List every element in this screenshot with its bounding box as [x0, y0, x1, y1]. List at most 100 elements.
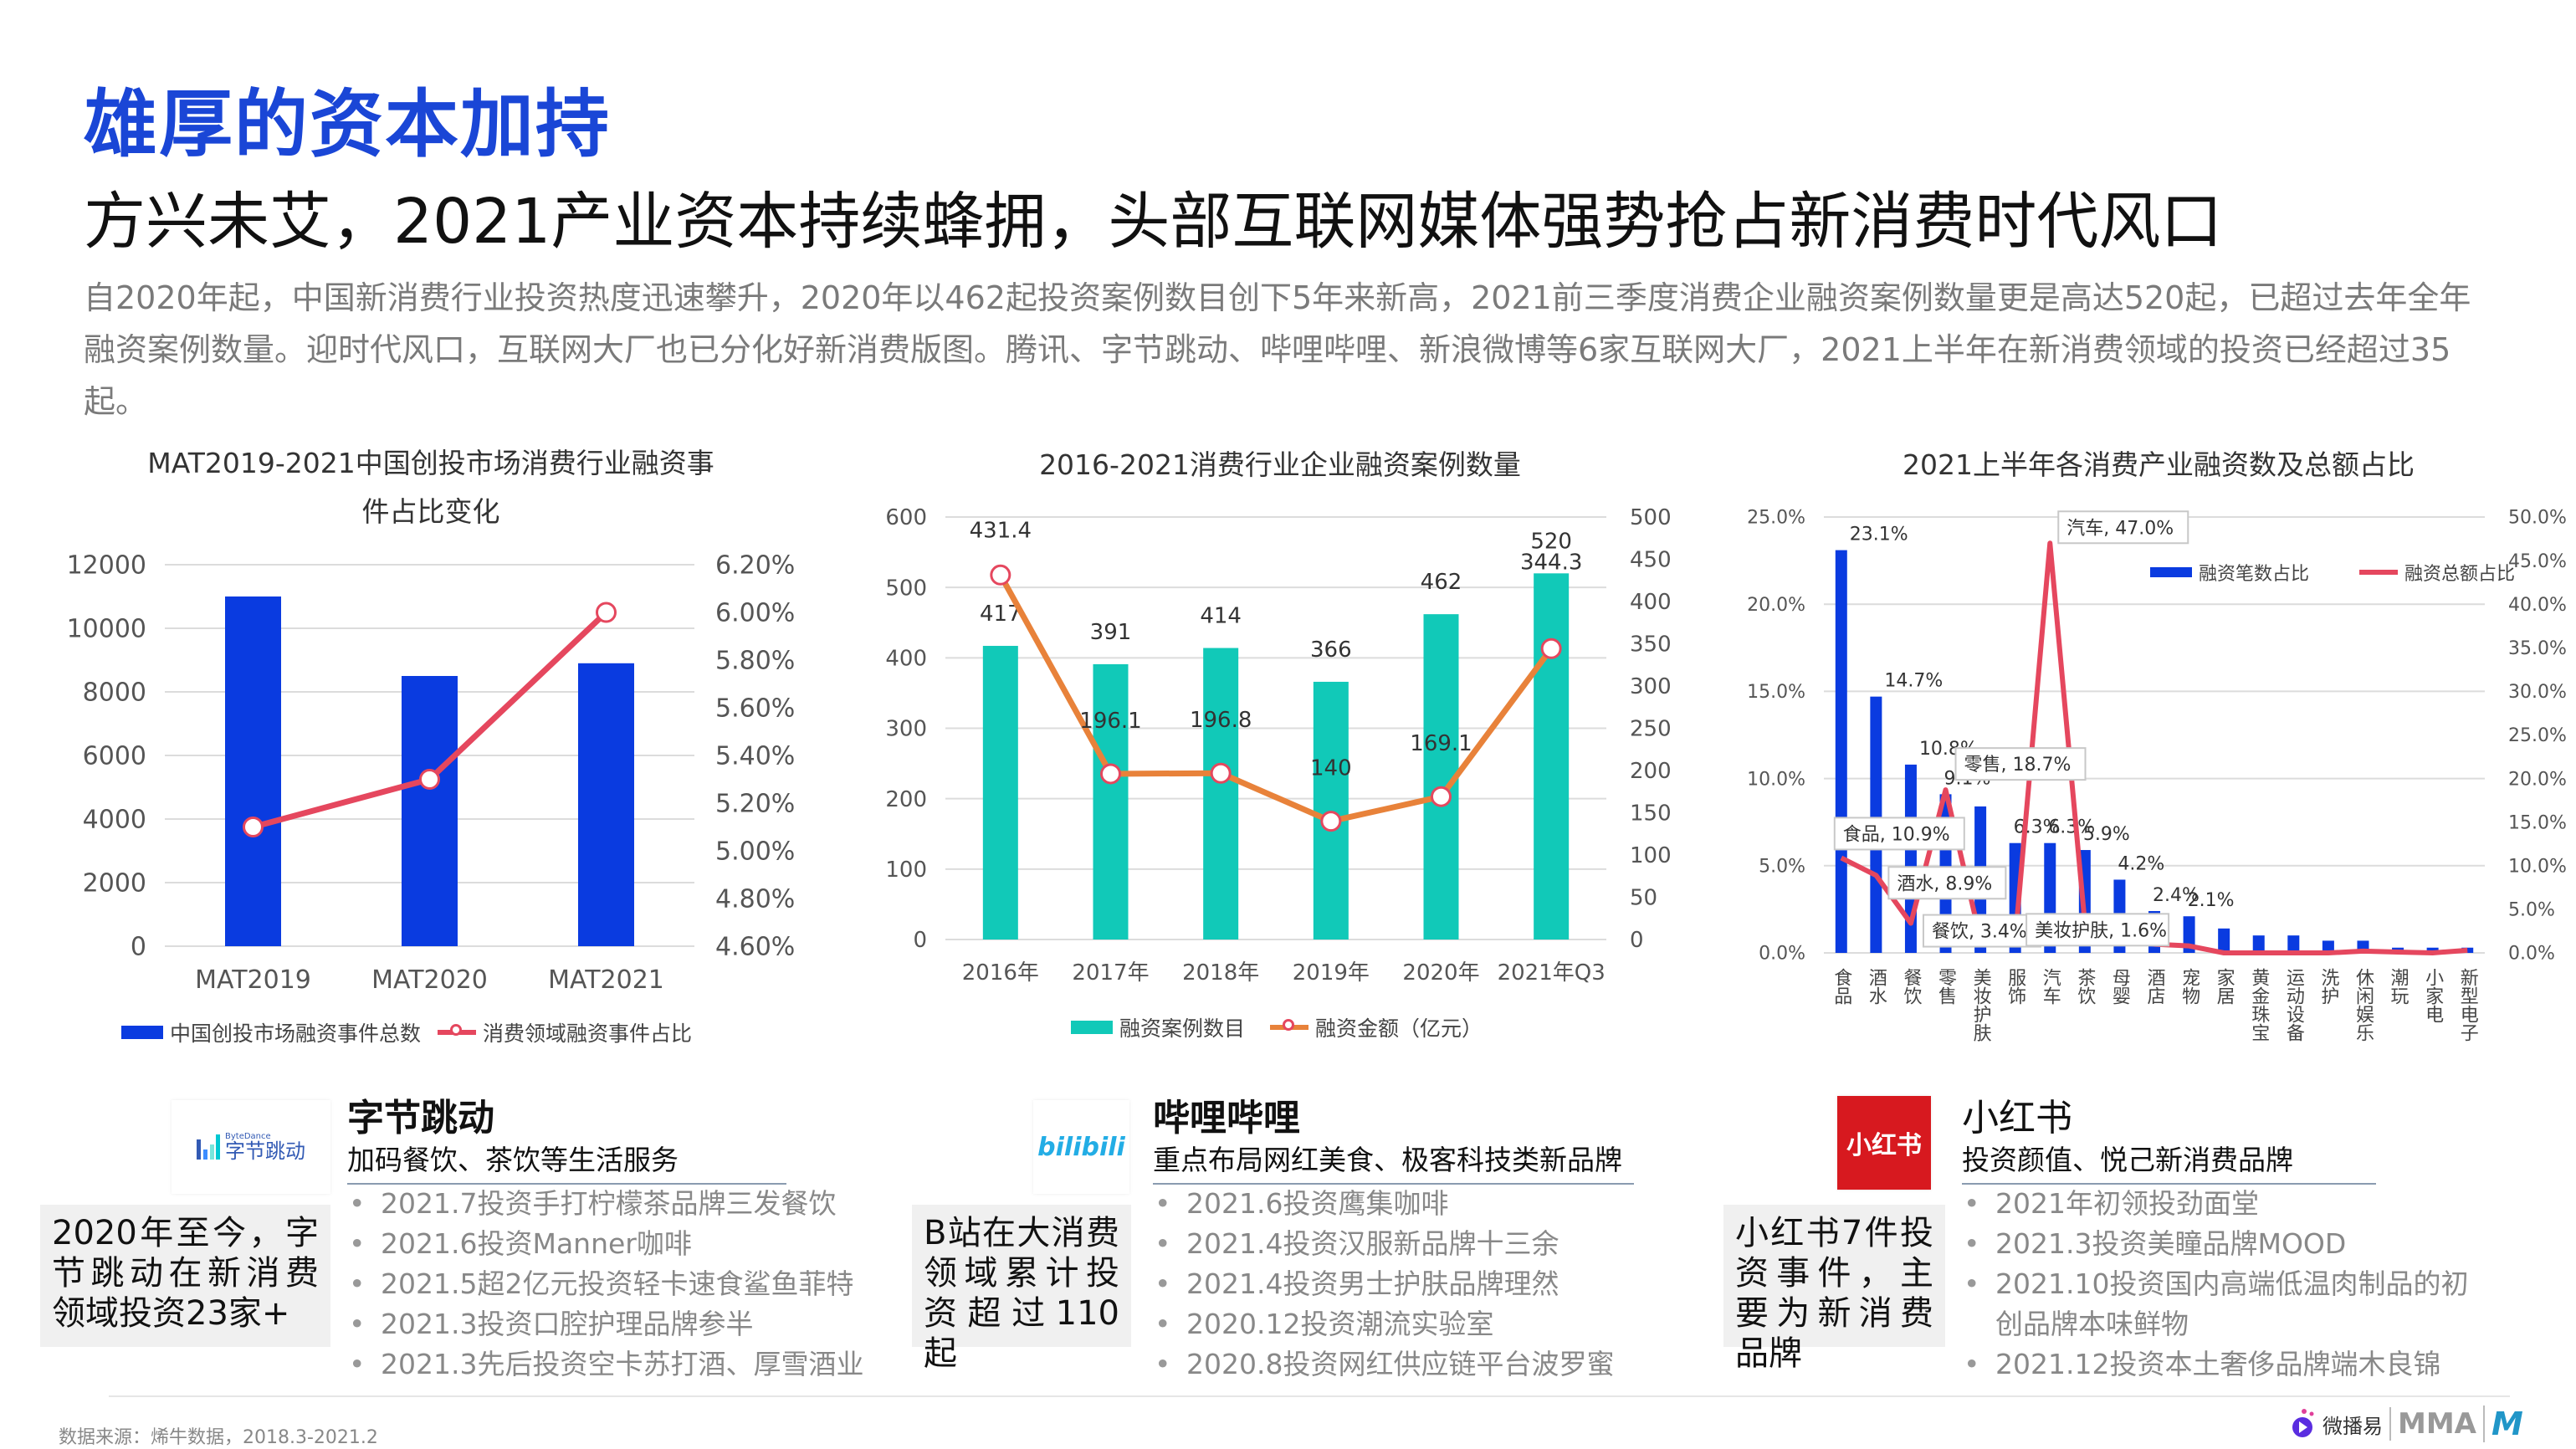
x-tick-label: 潮玩 — [2388, 968, 2410, 1005]
list-item: 2021.5超2亿元投资轻卡速食鲨鱼菲特 — [347, 1264, 883, 1304]
bar-data-label: 366 — [1310, 637, 1352, 663]
legend-bar-swatch — [121, 1026, 163, 1039]
y2-tick-label: 250 — [1630, 717, 1672, 742]
bar-data-label: 2.1% — [2188, 890, 2235, 911]
list-item: 2021.10投资国内高端低温肉制品的初创品牌本味鲜物 — [1962, 1264, 2481, 1344]
data-source: 数据来源：烯牛数据，2018.3-2021.2 — [59, 1427, 378, 1448]
page-subtitle: 方兴未艾，2021产业资本持续蜂拥，头部互联网媒体强势抢占新消费时代风口 — [84, 186, 2223, 258]
company-bullets: 2021年初领投劲面堂 2021.3投资美瞳品牌MOOD 2021.10投资国内… — [1962, 1184, 2481, 1385]
y2-tick-label: 200 — [1630, 759, 1672, 784]
y-tick-label: 200 — [885, 787, 927, 812]
brand-weiboyi: 微播易 — [2322, 1414, 2383, 1438]
callout-label: 餐饮, 3.4% — [1932, 922, 2027, 943]
y2-tick-label: 350 — [1630, 632, 1672, 658]
legend-label: 融资金额（亿元） — [1315, 1016, 1483, 1041]
line-marker — [243, 817, 264, 837]
y2-tick-label: 400 — [1630, 590, 1672, 615]
x-tick-label: 2017年 — [1072, 960, 1149, 986]
y2-tick-label: 500 — [1630, 505, 1672, 530]
bar — [1534, 573, 1570, 940]
bar — [1904, 764, 1917, 953]
x-tick-label: 小家电 — [2422, 968, 2444, 1023]
legend-label: 融资笔数占比 — [2199, 564, 2310, 585]
bar-data-label: 9.1% — [1944, 768, 1991, 789]
list-item: 2021.4投资男士护肤品牌理然 — [1153, 1264, 1688, 1304]
y-tick-label: 0.0% — [1759, 944, 1805, 965]
legend-label: 消费领域融资事件占比 — [483, 1021, 693, 1046]
bilibili-logo-text: bilibili — [1037, 1132, 1125, 1162]
line-marker — [1210, 762, 1232, 784]
y-tick-label: 10000 — [67, 615, 146, 644]
x-tick-label: 食品 — [1831, 968, 1852, 1005]
y-tick-label: 600 — [885, 505, 927, 530]
bar-data-label: 462 — [1421, 570, 1462, 595]
bytedance-bars-icon — [197, 1134, 220, 1160]
x-tick-label: 母婴 — [2109, 968, 2130, 1005]
y-tick-label: 15.0% — [1747, 682, 1805, 703]
chart1-title: MAT2019-2021中国创投市场消费行业融资事 件占比变化 — [125, 439, 736, 536]
y-tick-label: 100 — [885, 858, 927, 883]
x-tick-label: 宠物 — [2179, 968, 2200, 1005]
bilibili-logo: bilibili — [1033, 1100, 1129, 1194]
y-tick-label: 0 — [913, 928, 927, 953]
callout-box — [1954, 747, 2087, 781]
legend-line-swatch — [1270, 1019, 1309, 1031]
y-tick-label: 8000 — [83, 678, 146, 708]
y-tick-label: 300 — [885, 717, 927, 742]
y-tick-label: 25.0% — [1747, 508, 1805, 529]
list-item: 2021.6投资鹰集咖啡 — [1153, 1184, 1688, 1224]
bytedance-logo: ByteDance 字节跳动 — [172, 1100, 330, 1194]
bar — [2287, 935, 2300, 953]
list-item: 2021.3先后投资空卡苏打酒、厚雪酒业 — [347, 1344, 883, 1385]
line-series — [1840, 540, 2468, 955]
line-data-label: 140 — [1310, 756, 1352, 781]
y-tick-label: 10.0% — [1747, 769, 1805, 790]
line-data-label: 169.1 — [1410, 731, 1472, 756]
y2-tick-label: 5.0% — [2508, 900, 2555, 921]
chart2-legend: 融资案例数目 融资金额（亿元） — [1071, 1012, 1483, 1042]
y2-tick-label: 5.20% — [715, 790, 795, 819]
legend-label: 中国创投市场融资事件总数 — [170, 1021, 422, 1046]
bar-data-label: 2.4% — [2153, 885, 2200, 906]
intro-paragraph: 自2020年起，中国新消费行业投资热度迅速攀升，2020年以462起投资案例数目… — [84, 279, 2471, 420]
brand-m: M — [2482, 1405, 2523, 1442]
y-tick-label: 12000 — [67, 551, 146, 581]
x-tick-label: 美妆护肤 — [1970, 968, 1992, 1042]
line-data-label: 196.8 — [1190, 708, 1252, 733]
y2-tick-label: 25.0% — [2508, 725, 2567, 746]
bar — [1870, 696, 1882, 953]
bar — [1835, 550, 1847, 953]
bar — [225, 596, 281, 946]
bytedance-logo-cn: 字节跳动 — [225, 1139, 305, 1163]
list-item: 2020.12投资潮流实验室 — [1153, 1304, 1688, 1344]
bar-data-label: 520 — [1530, 529, 1572, 554]
bar — [2009, 842, 2021, 953]
bar — [1313, 681, 1349, 940]
list-item: 2021.6投资Manner咖啡 — [347, 1224, 883, 1264]
x-tick-label: 汽车 — [2040, 968, 2061, 1005]
callout-label: 食品, 10.9% — [1843, 824, 1950, 845]
bar — [1423, 614, 1459, 940]
x-tick-label: 2019年 — [1293, 960, 1370, 986]
callout-label: 美妆护肤, 1.6% — [2035, 920, 2167, 941]
company-name: 字节跳动 — [347, 1097, 494, 1139]
line-marker — [596, 602, 617, 623]
bar — [2218, 928, 2230, 953]
list-item: 2021.7投资手打柠檬茶品牌三发餐饮 — [347, 1184, 883, 1224]
play-logo-icon — [2292, 1409, 2314, 1437]
line-marker — [1320, 811, 1342, 832]
x-tick-label: 洗护 — [2317, 968, 2339, 1005]
x-tick-label: 2018年 — [1182, 960, 1259, 986]
list-item: 2021.3投资美瞳品牌MOOD — [1962, 1224, 2481, 1264]
y2-tick-label: 6.20% — [715, 551, 795, 581]
callout-box — [1887, 866, 2007, 900]
bar-data-label: 5.9% — [2083, 824, 2130, 845]
company-name: 哔哩哔哩 — [1153, 1097, 1300, 1139]
bar — [2357, 940, 2369, 953]
legend-bar-swatch — [2150, 567, 2192, 577]
company-summary: B站在大消费领域累计投资超过110起 — [912, 1205, 1131, 1373]
legend-line-swatch — [438, 1024, 477, 1036]
x-tick-label: 酒水 — [1866, 968, 1887, 1005]
bar — [2078, 850, 2091, 953]
callout-box — [1833, 817, 1965, 851]
